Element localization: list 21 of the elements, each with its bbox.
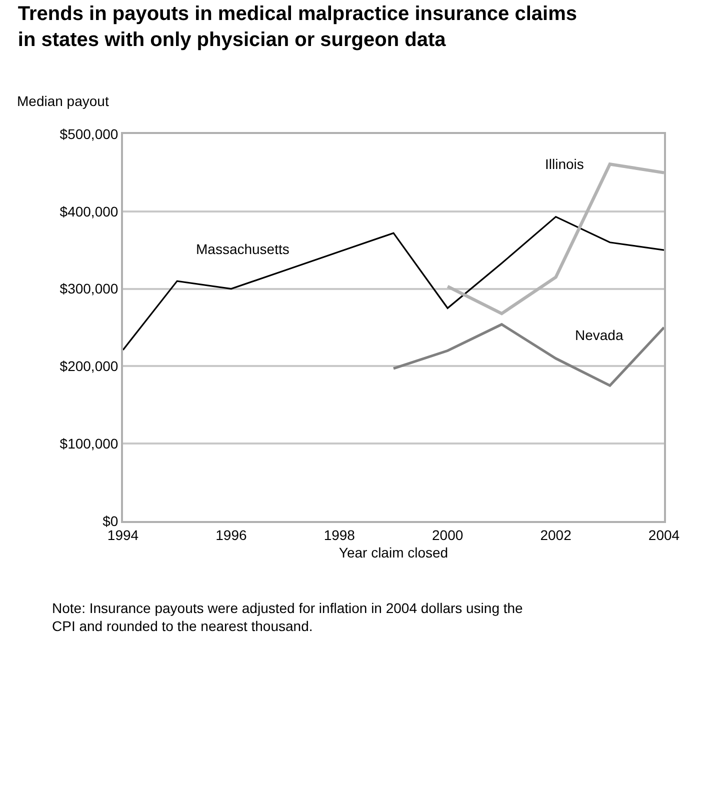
y-tick-label: $500,000 — [60, 126, 118, 142]
series-label: Nevada — [575, 327, 624, 343]
x-tick-label: 2002 — [540, 526, 572, 543]
y-tick-label: $100,000 — [60, 436, 118, 452]
y-tick-label: $400,000 — [60, 203, 118, 220]
x-axis-title: Year claim closed — [338, 544, 448, 561]
text: Note: Insurance payouts were adjusted for inflation in 2004 dollars using the CPI and rounded to the nearest thousand. — [52, 600, 524, 634]
y-tick-label: $300,000 — [60, 280, 118, 297]
series-label: Illinois — [545, 156, 584, 172]
y-axis-title: Median payout — [17, 93, 109, 109]
chart-title: Trends in payouts in medical malpractice insurance claims in states with only physician or surgeon data — [18, 2, 578, 51]
x-tick-label: 1994 — [107, 526, 139, 543]
series-label: Massachusetts — [196, 241, 290, 257]
x-tick-label: 1996 — [216, 526, 247, 543]
line-series — [392, 323, 664, 387]
x-tick-label: 2004 — [648, 526, 680, 543]
y-tick-label: $0 — [102, 512, 118, 529]
y-tick-label: $200,000 — [60, 358, 118, 374]
x-tick-label: 1998 — [324, 526, 356, 543]
x-tick-label: 2000 — [432, 526, 464, 543]
line-series — [123, 216, 664, 351]
